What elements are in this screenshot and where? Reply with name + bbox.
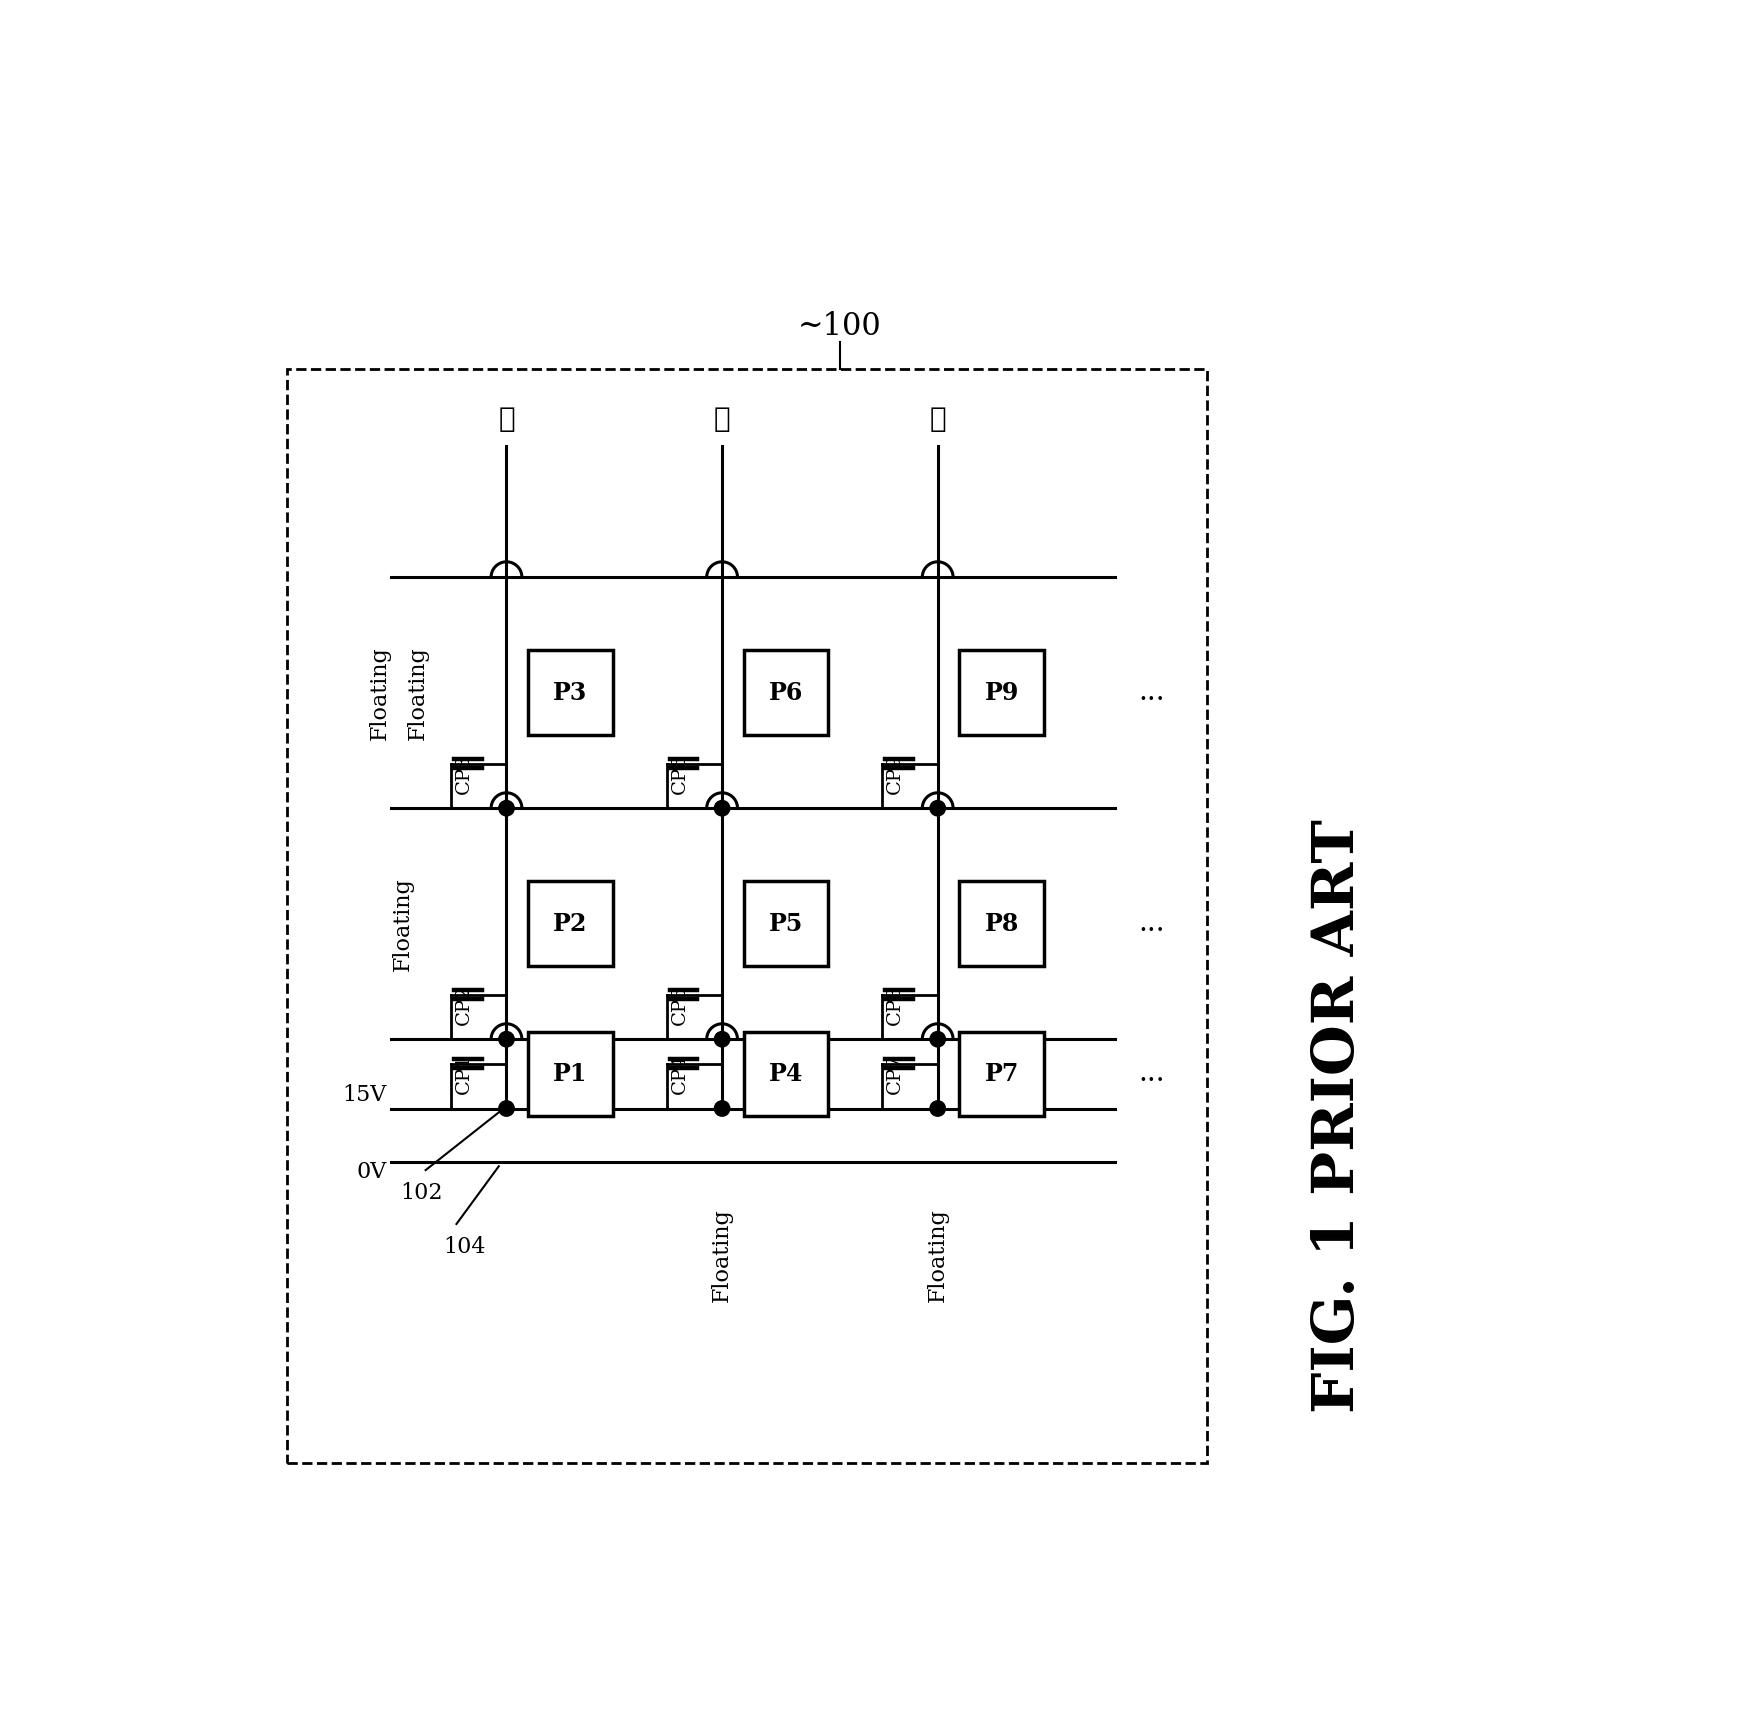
Circle shape xyxy=(499,801,514,817)
Circle shape xyxy=(714,1100,730,1116)
Text: P8: P8 xyxy=(984,912,1018,936)
Text: 15V: 15V xyxy=(342,1083,388,1105)
Text: P9: P9 xyxy=(984,680,1018,704)
FancyBboxPatch shape xyxy=(959,1031,1045,1116)
Text: Floating: Floating xyxy=(368,645,391,740)
Circle shape xyxy=(930,1031,945,1047)
Text: CP1: CP1 xyxy=(455,1054,473,1093)
FancyBboxPatch shape xyxy=(528,650,614,735)
Text: ...: ... xyxy=(1138,680,1164,706)
Text: ...: ... xyxy=(1138,910,1164,938)
Circle shape xyxy=(930,801,945,817)
Text: CP8: CP8 xyxy=(886,984,904,1024)
Text: CP4: CP4 xyxy=(671,1054,688,1093)
Circle shape xyxy=(499,1031,514,1047)
FancyBboxPatch shape xyxy=(744,1031,829,1116)
Text: 102: 102 xyxy=(400,1182,443,1204)
Text: FIG. 1 PRIOR ART: FIG. 1 PRIOR ART xyxy=(1310,820,1366,1413)
Text: CP7: CP7 xyxy=(886,1054,904,1093)
Circle shape xyxy=(499,1100,514,1116)
Text: CP3: CP3 xyxy=(455,753,473,794)
Text: P6: P6 xyxy=(768,680,803,704)
Text: CP6: CP6 xyxy=(671,753,688,794)
Circle shape xyxy=(930,1100,945,1116)
Text: ⋮: ⋮ xyxy=(930,407,945,432)
Text: CP5: CP5 xyxy=(671,984,688,1024)
Text: CP9: CP9 xyxy=(886,753,904,794)
Text: ⋮: ⋮ xyxy=(714,407,730,432)
Text: ~100: ~100 xyxy=(798,311,881,343)
FancyBboxPatch shape xyxy=(528,881,614,965)
Text: Floating: Floating xyxy=(391,877,414,971)
Text: P7: P7 xyxy=(984,1062,1018,1086)
FancyBboxPatch shape xyxy=(959,881,1045,965)
Text: Floating: Floating xyxy=(926,1208,949,1301)
Text: Floating: Floating xyxy=(407,645,429,740)
FancyBboxPatch shape xyxy=(959,650,1045,735)
Circle shape xyxy=(714,1031,730,1047)
FancyBboxPatch shape xyxy=(744,650,829,735)
Text: ⋮: ⋮ xyxy=(499,407,514,432)
Circle shape xyxy=(714,801,730,817)
Text: P3: P3 xyxy=(553,680,587,704)
Text: P1: P1 xyxy=(553,1062,587,1086)
FancyBboxPatch shape xyxy=(744,881,829,965)
Text: CP2: CP2 xyxy=(455,984,473,1024)
Text: Floating: Floating xyxy=(711,1208,733,1301)
Text: P2: P2 xyxy=(553,912,587,936)
Text: 0V: 0V xyxy=(356,1161,388,1183)
FancyBboxPatch shape xyxy=(528,1031,614,1116)
Text: P5: P5 xyxy=(768,912,803,936)
Text: P4: P4 xyxy=(768,1062,803,1086)
Text: 104: 104 xyxy=(443,1235,485,1258)
Text: ...: ... xyxy=(1138,1060,1164,1088)
